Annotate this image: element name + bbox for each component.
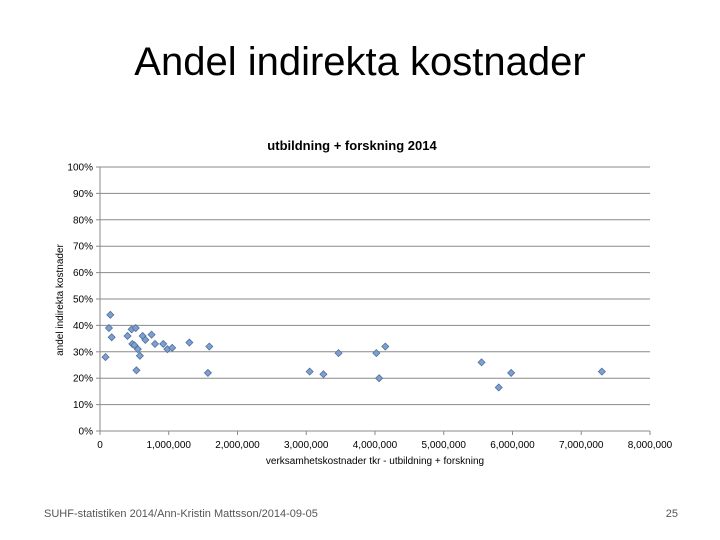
page-number: 25 — [665, 508, 678, 520]
footer-text: SUHF-statistiken 2014/Ann-Kristin Mattss… — [44, 508, 318, 520]
data-point — [375, 374, 384, 383]
data-point — [123, 331, 132, 341]
data-point — [381, 342, 390, 351]
data-point — [132, 366, 141, 375]
data-point — [597, 367, 606, 376]
y-tick-label: 100% — [67, 163, 93, 174]
data-point — [168, 343, 177, 352]
x-tick-label: 4,000,000 — [353, 440, 398, 451]
y-tick-label: 70% — [73, 242, 93, 253]
y-tick-label: 10% — [73, 400, 93, 411]
y-tick-label: 80% — [73, 215, 93, 226]
y-tick-label: 90% — [73, 189, 93, 200]
data-point — [494, 383, 503, 392]
slide-title: Andel indirekta kostnader — [134, 40, 586, 84]
y-tick-label: 20% — [73, 374, 93, 385]
x-tick-label: 3,000,000 — [284, 440, 329, 451]
y-axis-label: andel indirekta kostnader — [55, 243, 66, 355]
data-point — [106, 310, 115, 319]
x-axis-ticks: 0 1,000,000 2,000,000 3,000,000 4,000,000 5,0… — [97, 431, 673, 451]
data-point — [101, 353, 110, 362]
data-point — [147, 330, 156, 339]
data-point — [507, 368, 516, 377]
data-point — [150, 339, 160, 348]
y-tick-label: 50% — [73, 295, 93, 306]
x-tick-label: 5,000,000 — [422, 440, 467, 451]
data-point — [205, 342, 214, 351]
data-point — [104, 323, 114, 333]
gridlines — [100, 166, 650, 406]
data-point — [133, 345, 142, 354]
x-axis-label: verksamhetskostnader tkr - utbildning + … — [266, 456, 484, 467]
data-point — [203, 368, 213, 377]
data-point — [141, 335, 150, 344]
x-tick-label: 2,000,000 — [215, 440, 260, 451]
x-tick-label: 7,000,000 — [559, 440, 604, 451]
x-tick-label: 8,000,000 — [628, 440, 673, 451]
data-point — [107, 333, 116, 342]
data-point — [159, 339, 168, 348]
data-point — [334, 349, 343, 358]
y-tick-label: 60% — [73, 268, 93, 279]
data-point — [477, 358, 486, 367]
data-point — [185, 338, 194, 347]
x-tick-label: 1,000,000 — [147, 440, 192, 451]
data-points — [101, 310, 606, 392]
x-tick-label: 0 — [97, 440, 103, 451]
x-tick-label: 6,000,000 — [490, 440, 535, 451]
data-point — [319, 370, 328, 379]
data-point — [372, 349, 381, 358]
data-point — [305, 367, 314, 376]
y-tick-label: 0% — [79, 427, 94, 438]
y-axis-ticks: 0% 10% 20% 30% 40% 50% 60% 70% 80% 90% 100% — [67, 163, 100, 438]
y-tick-label: 30% — [73, 347, 93, 358]
data-point — [131, 323, 140, 333]
y-tick-label: 40% — [73, 321, 93, 332]
data-point — [135, 351, 144, 360]
chart-title: utbildning + forskning 2014 — [267, 138, 437, 153]
